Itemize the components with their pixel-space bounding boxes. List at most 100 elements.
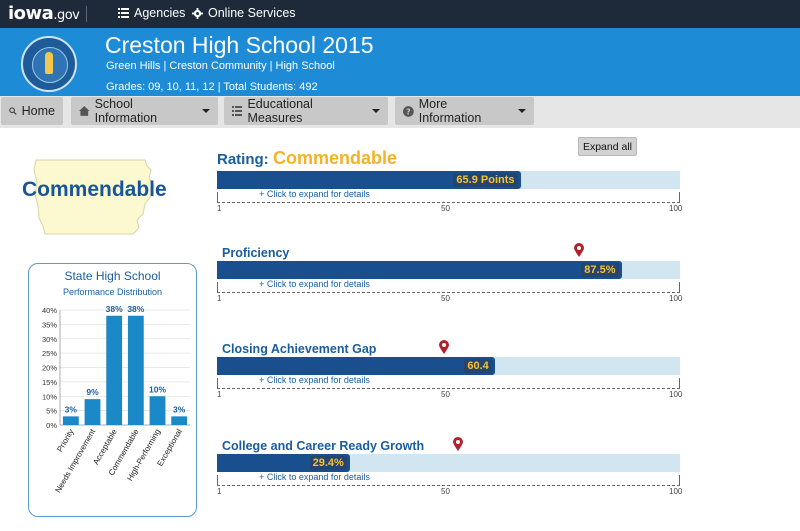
online-services-link[interactable]: Online Services (192, 6, 296, 20)
expand-details-link[interactable]: + Click to expand for details (259, 375, 370, 385)
nav-more-information-label: More Information (418, 97, 482, 125)
scale-tick (217, 475, 218, 485)
bar-value-label: 3% (65, 404, 78, 414)
y-tick-label: 40% (42, 306, 57, 315)
measure-title: Closing Achievement Gap (222, 342, 377, 356)
school-grades-info: Grades: 09, 10, 11, 12 | Total Students:… (106, 81, 318, 93)
logo-suffix-text: .gov (53, 8, 80, 23)
measure-scale-axis (217, 282, 680, 293)
scale-tick (679, 282, 680, 292)
agencies-label: Agencies (134, 6, 186, 20)
measure-bar-track[interactable]: 65.9 Points (217, 171, 680, 189)
measure-title: Proficiency (222, 246, 290, 260)
measure-bar-track[interactable]: 87.5% (217, 261, 680, 279)
rating-value: Commendable (273, 148, 398, 168)
measure-scale-axis (217, 475, 680, 486)
department-of-education-seal (21, 36, 77, 92)
nav-school-information-button[interactable]: School Information (71, 97, 218, 125)
measure-title: College and Career Ready Growth (222, 439, 425, 453)
scale-label: 50 (441, 390, 450, 399)
chevron-down-icon (518, 109, 526, 113)
svg-text:?: ? (406, 107, 411, 116)
scale-label: 50 (441, 487, 450, 496)
measure-scale-axis (217, 378, 680, 389)
distribution-subtitle: Performance Distribution (62, 287, 163, 297)
map-pin-icon (574, 243, 585, 257)
scale-tick (217, 378, 218, 388)
distribution-bar (84, 399, 101, 425)
nav-educational-measures-button[interactable]: Educational Measures (224, 97, 388, 125)
top-bar (0, 0, 800, 28)
scale-label: 1 (217, 390, 222, 399)
measure-value-label: 60.4 (464, 359, 492, 373)
distribution-title: State High School (64, 269, 161, 283)
measure-value-label: 65.9 Points (453, 173, 518, 187)
search-icon (9, 107, 17, 115)
scale-label: 1 (217, 294, 222, 303)
distribution-bar (62, 416, 79, 425)
y-tick-label: 0% (46, 421, 57, 430)
y-tick-label: 20% (42, 364, 57, 373)
measure-value-label: 87.5% (581, 263, 619, 277)
school-rating-badge: Commendable (22, 178, 167, 201)
expand-all-button[interactable]: Expand all (578, 137, 637, 156)
map-pin-icon (452, 437, 463, 451)
scale-tick (679, 378, 680, 388)
category-label: Priority (55, 428, 75, 454)
measure-bar-fill: 65.9 Points (217, 171, 521, 189)
scale-label: 100 (669, 487, 683, 496)
distribution-bar (106, 315, 123, 425)
expand-details-link[interactable]: + Click to expand for details (259, 472, 370, 482)
chevron-down-icon (202, 109, 210, 113)
help-icon: ? (403, 105, 414, 117)
y-tick-label: 5% (46, 407, 57, 416)
scale-tick (217, 192, 218, 202)
iowa-state-map (33, 159, 155, 235)
expand-details-link[interactable]: + Click to expand for details (259, 189, 370, 199)
bar-value-label: 38% (127, 304, 144, 314)
scale-tick (217, 282, 218, 292)
scale-label: 1 (217, 487, 222, 496)
scale-label: 50 (441, 294, 450, 303)
y-tick-label: 35% (42, 320, 57, 329)
measure-bar-track[interactable]: 60.4 (217, 357, 680, 375)
nav-home-button[interactable]: Home (1, 97, 63, 125)
top-bar-divider (86, 6, 87, 22)
measure-scale-axis (217, 192, 680, 203)
chevron-down-icon (372, 109, 380, 113)
measure-bar-fill: 60.4 (217, 357, 495, 375)
logo-main-text: iowa (8, 3, 54, 24)
y-tick-label: 15% (42, 378, 57, 387)
bar-value-label: 38% (106, 304, 123, 314)
scale-label: 100 (669, 294, 683, 303)
bar-value-label: 3% (173, 404, 186, 414)
nav-more-information-button[interactable]: ? More Information (395, 97, 534, 125)
nav-home-label: Home (21, 104, 55, 118)
measure-value-label: 29.4% (309, 456, 347, 470)
iowa-gov-logo[interactable]: iowa.gov (8, 3, 80, 24)
school-district-info: Green Hills | Creston Community | High S… (106, 60, 335, 72)
home-icon (79, 106, 90, 116)
agencies-link[interactable]: Agencies (118, 6, 185, 20)
bar-value-label: 10% (149, 384, 166, 394)
page-title: Creston High School 2015 (105, 32, 374, 58)
scale-label: 100 (669, 390, 683, 399)
distribution-bar (127, 315, 144, 425)
distribution-bar (149, 396, 166, 425)
scale-tick (679, 192, 680, 202)
expand-details-link[interactable]: + Click to expand for details (259, 279, 370, 289)
rating-label: Rating: (217, 151, 269, 168)
school-header (0, 28, 800, 96)
y-tick-label: 30% (42, 335, 57, 344)
map-pin-icon (438, 340, 449, 354)
measure-bar-fill: 87.5% (217, 261, 622, 279)
torch-icon (45, 52, 53, 74)
distribution-bar (171, 416, 188, 425)
nav-school-information-label: School Information (94, 97, 158, 125)
list-icon (232, 106, 243, 116)
y-tick-label: 25% (42, 349, 57, 358)
nav-educational-measures-label: Educational Measures (247, 97, 313, 125)
online-services-label: Online Services (208, 6, 296, 20)
measure-bar-track[interactable]: 29.4% (217, 454, 680, 472)
y-tick-label: 10% (42, 392, 57, 401)
